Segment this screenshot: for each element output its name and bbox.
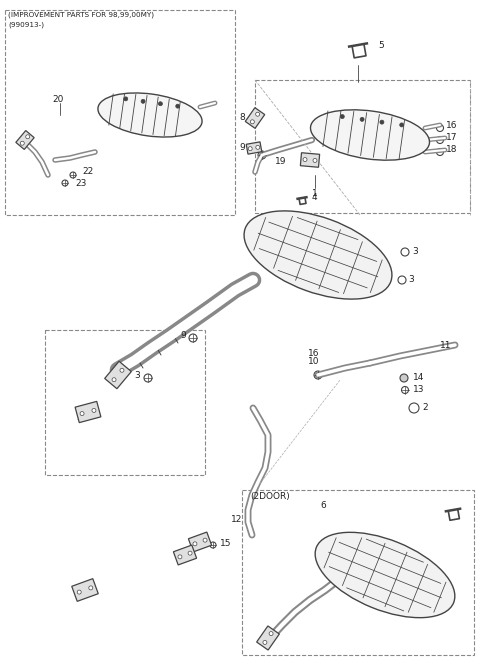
- Text: 15: 15: [220, 539, 231, 547]
- Circle shape: [269, 631, 273, 636]
- Circle shape: [193, 542, 197, 546]
- Circle shape: [158, 102, 162, 106]
- Circle shape: [436, 137, 444, 143]
- Circle shape: [436, 149, 444, 155]
- Circle shape: [80, 412, 84, 416]
- Text: 16: 16: [308, 350, 320, 358]
- Text: 3: 3: [408, 276, 414, 284]
- Text: 13: 13: [413, 385, 424, 395]
- Circle shape: [248, 147, 252, 151]
- Circle shape: [360, 118, 364, 122]
- Circle shape: [189, 334, 197, 342]
- Circle shape: [176, 104, 180, 108]
- Circle shape: [144, 374, 152, 382]
- Circle shape: [62, 180, 68, 186]
- Circle shape: [258, 151, 266, 159]
- Text: (IMPROVEMENT PARTS FOR 98,99,00MY): (IMPROVEMENT PARTS FOR 98,99,00MY): [8, 12, 154, 19]
- Text: 4: 4: [312, 194, 318, 202]
- Circle shape: [401, 387, 408, 393]
- Circle shape: [256, 145, 260, 149]
- Text: 8: 8: [239, 114, 245, 122]
- Circle shape: [77, 590, 81, 594]
- Text: 3: 3: [134, 371, 140, 379]
- Circle shape: [203, 538, 207, 542]
- Circle shape: [263, 641, 267, 644]
- Polygon shape: [173, 545, 197, 565]
- Circle shape: [112, 377, 116, 381]
- Text: 6: 6: [320, 500, 326, 510]
- Text: 14: 14: [413, 373, 424, 383]
- Text: 16: 16: [446, 120, 457, 130]
- Circle shape: [188, 551, 192, 555]
- Circle shape: [303, 157, 307, 161]
- Ellipse shape: [244, 211, 392, 299]
- Circle shape: [141, 99, 145, 103]
- Circle shape: [436, 124, 444, 132]
- Circle shape: [210, 542, 216, 548]
- Ellipse shape: [311, 110, 430, 160]
- Ellipse shape: [98, 93, 202, 137]
- Polygon shape: [246, 142, 262, 154]
- Circle shape: [124, 97, 128, 101]
- Text: 2: 2: [422, 403, 428, 412]
- Circle shape: [70, 172, 76, 178]
- Text: 9: 9: [180, 330, 186, 340]
- Circle shape: [313, 159, 317, 163]
- Text: 9: 9: [239, 143, 245, 153]
- Polygon shape: [16, 131, 34, 149]
- Text: 10: 10: [308, 358, 320, 366]
- Ellipse shape: [315, 532, 455, 617]
- Text: 18: 18: [446, 145, 457, 155]
- Text: 23: 23: [75, 178, 86, 188]
- Circle shape: [89, 586, 93, 590]
- Circle shape: [409, 403, 419, 413]
- Circle shape: [256, 112, 260, 116]
- Text: 12: 12: [230, 516, 242, 524]
- Polygon shape: [75, 401, 101, 422]
- Text: (2DOOR): (2DOOR): [250, 492, 290, 502]
- Text: 20: 20: [52, 95, 63, 104]
- Text: 19: 19: [275, 157, 287, 167]
- Polygon shape: [300, 153, 320, 167]
- Circle shape: [401, 248, 409, 256]
- Circle shape: [400, 374, 408, 382]
- Circle shape: [340, 114, 344, 118]
- Text: 11: 11: [440, 340, 452, 350]
- Polygon shape: [188, 532, 212, 552]
- Text: 22: 22: [82, 167, 93, 176]
- Text: 17: 17: [446, 134, 457, 143]
- Circle shape: [314, 371, 322, 379]
- Text: 5: 5: [378, 40, 384, 50]
- Polygon shape: [105, 362, 132, 389]
- Circle shape: [398, 276, 406, 284]
- Circle shape: [92, 408, 96, 412]
- Polygon shape: [72, 578, 98, 602]
- Circle shape: [20, 141, 24, 145]
- Text: 1: 1: [312, 188, 318, 198]
- Circle shape: [380, 120, 384, 124]
- Text: (990913-): (990913-): [8, 22, 44, 28]
- Circle shape: [120, 368, 124, 372]
- Text: 3: 3: [412, 247, 418, 256]
- Circle shape: [251, 120, 254, 124]
- Polygon shape: [245, 108, 265, 128]
- Circle shape: [178, 555, 182, 559]
- Circle shape: [26, 135, 30, 139]
- Text: 7: 7: [75, 414, 81, 422]
- Polygon shape: [257, 626, 279, 650]
- Text: 6: 6: [278, 217, 284, 227]
- Text: 21: 21: [168, 120, 180, 130]
- Circle shape: [400, 123, 404, 127]
- Text: 7: 7: [75, 590, 81, 600]
